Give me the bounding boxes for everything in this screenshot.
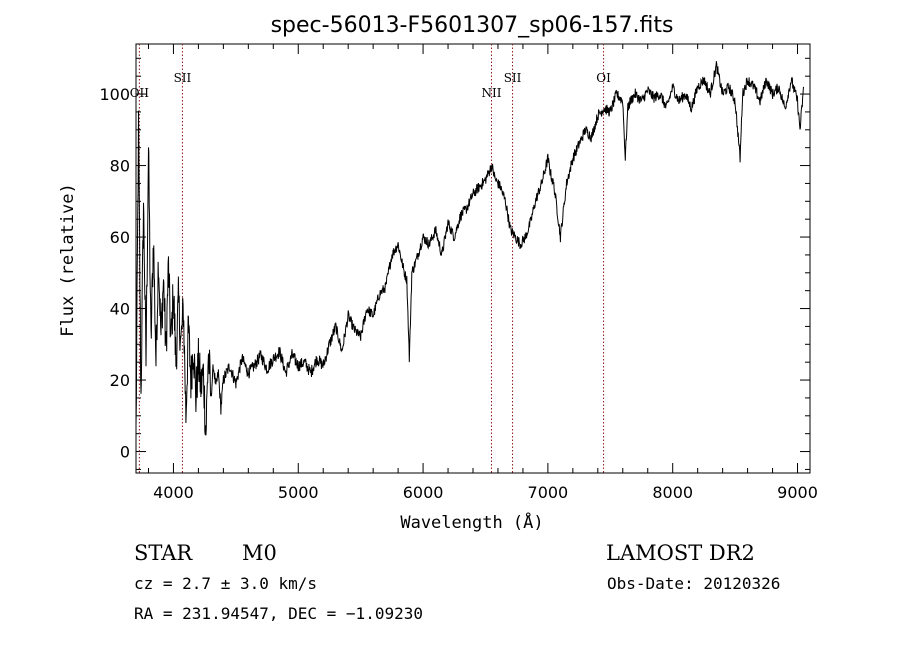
y-tick-label: 40 — [110, 300, 130, 319]
y-axis-label: Flux (relative) — [58, 183, 78, 337]
object-subclass: M0 — [242, 541, 277, 565]
object-class: STAR — [134, 541, 193, 565]
coordinates: RA = 231.94547, DEC = −1.09230 — [134, 604, 423, 623]
observation-date: Obs-Date: 20120326 — [607, 574, 780, 593]
x-axis-ticks: 4000 5000 6000 7000 8000 9000 — [147, 44, 818, 502]
x-axis-label: Wavelength (Å) — [400, 511, 543, 533]
x-tick-label: 8000 — [652, 483, 693, 502]
spectral-line-label: SII — [174, 71, 192, 85]
spectral-line-label: OI — [596, 71, 611, 85]
plot-frame — [135, 43, 811, 474]
x-tick-label: 7000 — [528, 483, 569, 502]
redshift-cz: cz = 2.7 ± 3.0 km/s — [134, 574, 317, 593]
x-tick-label: 9000 — [777, 483, 818, 502]
y-tick-label: 20 — [110, 371, 130, 390]
y-tick-label: 60 — [110, 228, 130, 247]
x-tick-label: 5000 — [278, 483, 319, 502]
spectral-line-label: SII — [504, 71, 522, 85]
survey-name: LAMOST DR2 — [606, 541, 755, 565]
y-tick-label: 0 — [120, 443, 130, 462]
y-axis-ticks: 0 20 40 60 80 100 — [99, 57, 810, 470]
spectrum-series-line — [136, 61, 805, 436]
chart-title: spec-56013-F5601307_sp06-157.fits — [271, 13, 674, 38]
spectral-line-label: NII — [481, 86, 501, 100]
x-tick-label: 6000 — [403, 483, 444, 502]
x-tick-label: 4000 — [153, 483, 194, 502]
y-tick-label: 100 — [99, 85, 130, 104]
y-tick-label: 80 — [110, 157, 130, 176]
spectral-line-label: OII — [130, 86, 150, 100]
